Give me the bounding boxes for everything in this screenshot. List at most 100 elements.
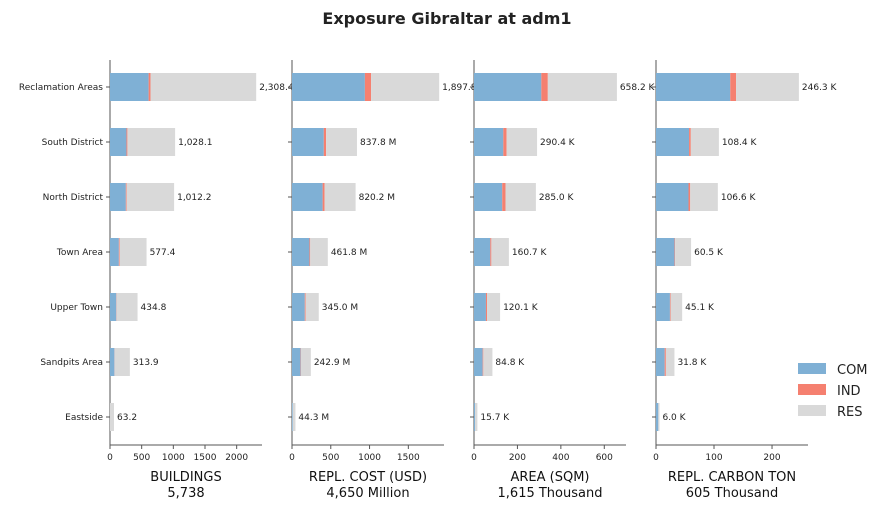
- bar-segment-com: [656, 238, 675, 266]
- x-tick-label: 0: [107, 453, 113, 463]
- bar-segment-ind: [148, 73, 151, 101]
- bar-segment-res: [505, 183, 536, 211]
- bar-segment-res: [127, 128, 176, 156]
- bar-total-label: 63.2: [117, 413, 137, 423]
- bar-segment-ind: [125, 183, 127, 211]
- bar-segment-com: [474, 73, 542, 101]
- x-tick-label: 2000: [225, 453, 248, 463]
- bar-total-label: 1,028.1: [178, 138, 212, 148]
- bar-segment-res: [292, 403, 296, 431]
- bar-total-label: 120.1 K: [503, 303, 539, 313]
- x-tick-label: 400: [552, 453, 569, 463]
- category-label: Upper Town: [50, 303, 103, 313]
- panel-1: Reclamation Areas South District North Dis…: [19, 60, 294, 501]
- bar-total-label: 1,897.8: [442, 83, 477, 93]
- bar-total-label: 2,308.4: [259, 83, 294, 93]
- bar-segment-com: [292, 403, 293, 431]
- bar-segment-res: [736, 73, 799, 101]
- bar-total-label: 837.8 M: [360, 138, 396, 148]
- x-axis-label: REPL. COST (USD): [309, 470, 427, 485]
- bar-segment-ind: [689, 128, 691, 156]
- bar-segment-res: [658, 403, 660, 431]
- bar-total-label: 45.1 K: [685, 303, 715, 313]
- bar-segment-ind: [669, 293, 671, 321]
- category-label: South District: [42, 138, 104, 148]
- bar-segment-res: [690, 128, 719, 156]
- bar-segment-res: [114, 348, 130, 376]
- x-tick-label: 0: [471, 453, 477, 463]
- x-tick-label: 1500: [397, 453, 420, 463]
- chart-panels: Reclamation Areas South District North Dis…: [19, 60, 838, 501]
- x-axis-label: BUILDINGS: [150, 470, 221, 485]
- bar-segment-res: [116, 293, 138, 321]
- bar-segment-res: [547, 73, 617, 101]
- x-tick-label: 600: [596, 453, 613, 463]
- bar-segment-ind: [730, 73, 737, 101]
- bar-segment-res: [110, 403, 115, 431]
- bar-segment-res: [305, 293, 319, 321]
- bar-segment-com: [292, 238, 310, 266]
- bar-segment-res: [475, 403, 478, 431]
- bar-segment-com: [656, 403, 659, 431]
- bar-total-label: 242.9 M: [314, 358, 350, 368]
- bar-segment-res: [126, 183, 175, 211]
- bar-total-label: 820.2 M: [359, 193, 395, 203]
- bar-segment-com: [474, 348, 483, 376]
- bar-segment-com: [292, 73, 365, 101]
- bar-segment-res: [487, 293, 501, 321]
- legend-swatch-com: [798, 363, 826, 374]
- bar-segment-ind: [664, 348, 666, 376]
- bar-total-label: 434.8: [141, 303, 167, 313]
- x-tick-label: 200: [509, 453, 526, 463]
- category-label: Town Area: [56, 248, 103, 258]
- x-tick-label: 1000: [358, 453, 381, 463]
- bar-segment-ind: [364, 73, 372, 101]
- bar-segment-res: [326, 128, 357, 156]
- bar-segment-com: [110, 128, 127, 156]
- x-tick-label: 1000: [162, 453, 185, 463]
- bar-segment-com: [110, 348, 115, 376]
- bar-segment-ind: [485, 293, 488, 321]
- bar-segment-ind: [502, 183, 506, 211]
- chart-title: Exposure Gibraltar at adm1: [322, 9, 571, 28]
- panel-4: 0 100 200 246.3 K 108.4 K 106.6 K 60.5 K 45.1 K…: [652, 60, 838, 501]
- bar-segment-res: [506, 128, 538, 156]
- bar-segment-com: [292, 183, 323, 211]
- bar-total-label: 44.3 M: [298, 413, 329, 423]
- bar-segment-ind: [503, 128, 507, 156]
- category-label: Eastside: [65, 413, 103, 423]
- bar-segment-ind: [541, 73, 548, 101]
- legend-swatch-ind: [798, 384, 826, 395]
- bar-segment-res: [670, 293, 683, 321]
- bar-total-label: 106.6 K: [721, 193, 757, 203]
- x-tick-label: 500: [133, 453, 150, 463]
- bar-segment-com: [474, 293, 486, 321]
- bar-segment-res: [483, 348, 493, 376]
- bar-total-label: 461.8 M: [331, 248, 367, 258]
- bar-segment-res: [675, 238, 692, 266]
- bar-total-label: 285.0 K: [539, 193, 575, 203]
- bar-total-label: 84.8 K: [495, 358, 525, 368]
- bar-segment-res: [150, 73, 257, 101]
- bar-segment-com: [474, 238, 491, 266]
- category-label: Reclamation Areas: [19, 83, 103, 93]
- bar-segment-ind: [322, 183, 325, 211]
- panel-3: 0 200 400 600 658.2 K 290.4 K 285.0 K 160.7 K 12…: [470, 60, 656, 501]
- legend-label-com: COM: [837, 363, 868, 378]
- bar-segment-ind: [674, 238, 676, 266]
- legend-label-ind: IND: [837, 384, 861, 399]
- bar-segment-res: [690, 183, 718, 211]
- bar-segment-com: [292, 293, 305, 321]
- panel-2: 0 500 1000 1500 1,897.8 837.8 M 820.2 M 461.8 M…: [288, 60, 477, 501]
- bar-total-label: 577.4: [150, 248, 176, 258]
- legend-swatch-res: [798, 405, 826, 416]
- x-tick-label: 0: [289, 453, 295, 463]
- bar-segment-res: [665, 348, 675, 376]
- bar-segment-com: [656, 183, 689, 211]
- bar-segment-ind: [126, 128, 128, 156]
- x-axis-total: 605 Thousand: [686, 486, 779, 501]
- bar-segment-ind: [323, 128, 327, 156]
- category-label: Sandpits Area: [40, 358, 103, 368]
- bar-segment-com: [110, 73, 149, 101]
